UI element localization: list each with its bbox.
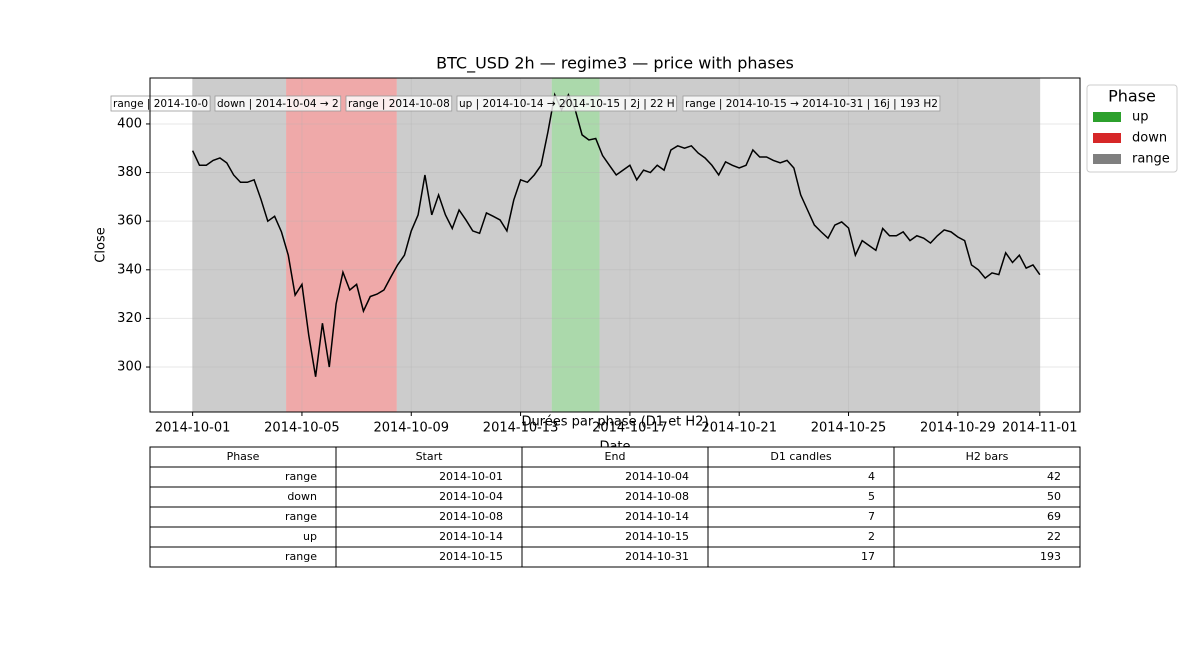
annotation-text: range | 2014-10-08	[348, 98, 450, 110]
table-cell-text: 2	[868, 530, 875, 543]
price-line	[191, 92, 1041, 377]
phase-bands	[192, 78, 1040, 412]
table-header: Phase	[227, 450, 260, 463]
phase-annotation: range | 2014-10-0	[110, 95, 211, 112]
table-header: End	[605, 450, 626, 463]
annotation-text: range | 2014-10-15 → 2014-10-31 | 16j | …	[685, 98, 938, 110]
x-tick-label: 2014-10-05	[264, 421, 340, 436]
table-cell-text: 2014-10-04	[439, 490, 503, 503]
table-cell-text: 2014-10-04	[625, 470, 689, 483]
table-cell-text: 2014-10-08	[625, 490, 689, 503]
phase-band	[599, 78, 1040, 412]
annotation-box	[456, 95, 678, 112]
table-cell-text: 193	[1040, 550, 1061, 563]
table-cell-text: down	[287, 490, 317, 503]
x-tick-label: 2014-11-01	[1002, 421, 1078, 436]
y-tick-label: 300	[117, 360, 142, 375]
table-cell-text: 4	[868, 470, 875, 483]
annotation-box	[214, 95, 342, 112]
table-cell-text: 2014-10-15	[625, 530, 689, 543]
table-cell-text: up	[303, 530, 317, 543]
table-cell-text: 2014-10-08	[439, 510, 503, 523]
annotation-box	[682, 95, 941, 112]
x-tick-label: 2014-10-13	[483, 421, 559, 436]
legend-swatch	[1093, 154, 1121, 164]
y-tick-label: 320	[117, 311, 142, 326]
table-cell-text: 2014-10-15	[439, 550, 503, 563]
table-cell-text: 42	[1047, 470, 1061, 483]
x-tick-label: 2014-10-25	[811, 421, 887, 436]
table-cell-text: range	[285, 510, 317, 523]
phase-annotation: range | 2014-10-08	[345, 95, 453, 112]
phase-band	[192, 78, 287, 412]
y-tick-label: 400	[117, 116, 142, 131]
phase-annotation: up | 2014-10-14 → 2014-10-15 | 2j | 22 H	[456, 95, 678, 112]
legend-title: Phase	[1108, 87, 1156, 106]
y-tick-label: 340	[117, 262, 142, 277]
table-cell-text: range	[285, 470, 317, 483]
x-tick-label: 2014-10-29	[920, 421, 996, 436]
table-header: Start	[416, 450, 444, 463]
annotation-box	[345, 95, 453, 112]
table-cell-text: range	[285, 550, 317, 563]
legend-box	[1086, 84, 1178, 173]
x-tick-label: 2014-10-09	[373, 421, 449, 436]
chart-title: BTC_USD 2h — regime3 — price with phases	[436, 54, 794, 74]
table-cell-text: 5	[868, 490, 875, 503]
table-cell-text: 50	[1047, 490, 1061, 503]
phase-band	[396, 78, 552, 412]
table-cell-text: 2014-10-31	[625, 550, 689, 563]
annotation-text: up | 2014-10-14 → 2014-10-15 | 2j | 22 H	[459, 98, 675, 110]
legend-label: range	[1132, 152, 1170, 167]
table-title: Durées par phase (D1 et H2)	[521, 415, 708, 430]
table-cell-text: 7	[868, 510, 875, 523]
table-header: H2 bars	[966, 450, 1009, 463]
legend-label: up	[1132, 110, 1149, 125]
annotation-text: range | 2014-10-0	[113, 98, 208, 110]
axes: 300 320 340 360 380 400 2014-10-01 2014-10-05 20…	[117, 116, 1077, 435]
phase-annotation: down | 2014-10-04 → 2	[214, 95, 342, 112]
x-tick-label: 2014-10-01	[155, 421, 231, 436]
table-cell-text: 69	[1047, 510, 1061, 523]
phase-annotation: range | 2014-10-15 → 2014-10-31 | 16j | …	[682, 95, 941, 112]
y-tick-label: 360	[117, 214, 142, 229]
table-cell-text: 2014-10-14	[439, 530, 503, 543]
phase-band	[551, 78, 600, 412]
legend-label: down	[1132, 131, 1167, 146]
plot	[191, 92, 1041, 377]
table: Phase Start End D1 candles H2 bars range 2014-…	[149, 446, 1081, 568]
x-tick-label: 2014-10-17	[592, 421, 668, 436]
annotations: range | 2014-10-0 down | 2014-10-04 → 2 ra…	[110, 95, 941, 112]
annotation-text: down | 2014-10-04 → 2	[217, 98, 339, 110]
legend-swatch	[1093, 133, 1121, 143]
legend: Phase up down range	[1086, 84, 1178, 173]
table-cell-text: 22	[1047, 530, 1061, 543]
legend-swatch	[1093, 112, 1121, 122]
annotation-box	[110, 95, 211, 112]
table-cell-text: 2014-10-01	[439, 470, 503, 483]
table-cell	[893, 546, 1081, 568]
y-axis-label: Close	[94, 227, 109, 262]
y-tick-label: 380	[117, 165, 142, 180]
phase-band	[286, 78, 397, 412]
axes-frame	[149, 77, 1081, 413]
table-header: D1 candles	[770, 450, 832, 463]
table-cell-text: 17	[861, 550, 875, 563]
table-cell-text: 2014-10-14	[625, 510, 689, 523]
x-tick-label: 2014-10-21	[701, 421, 777, 436]
